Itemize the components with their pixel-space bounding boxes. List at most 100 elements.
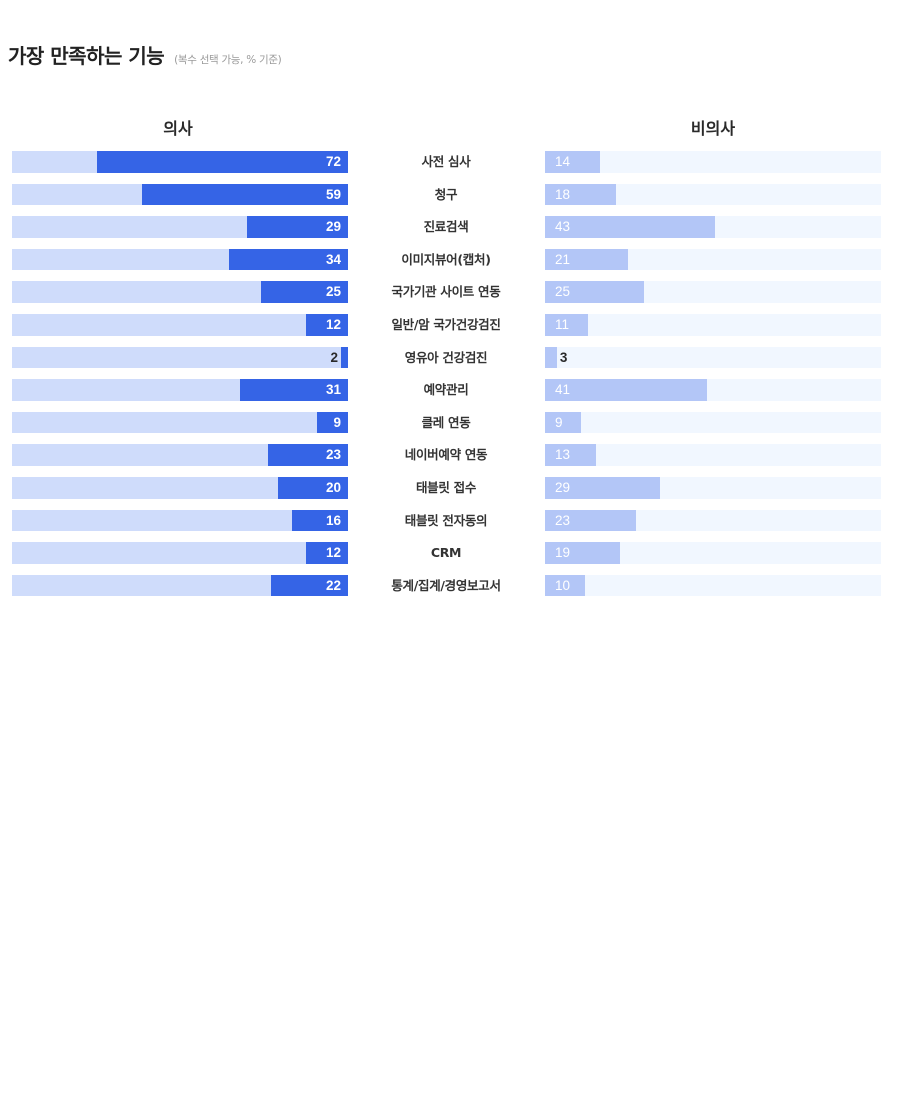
chart-row: 25 국가기관 사이트 연동 25 xyxy=(0,281,898,303)
doctor-value-label: 34 xyxy=(325,251,341,267)
doctor-value-label: 9 xyxy=(333,414,341,430)
category-label: 예약관리 xyxy=(423,382,469,398)
column-header-doctor: 의사 xyxy=(163,119,193,138)
chart-row: 2 영유아 건강검진 3 xyxy=(0,346,898,369)
chart-header: 가장 만족하는 기능 (복수 선택 가능, % 기준) xyxy=(8,40,282,69)
chart-row: 16 태블릿 전자동의 23 xyxy=(0,509,898,532)
doctor-bar-track: 2 xyxy=(12,346,348,369)
chart-title: 가장 만족하는 기능 xyxy=(8,44,165,68)
category-label: 진료검색 xyxy=(423,219,469,235)
chart-row: 20 태블릿 접수 29 xyxy=(0,476,898,499)
doctor-bar-track: 12 xyxy=(12,542,348,564)
doctor-bar-track: 34 xyxy=(12,248,348,271)
non-doctor-value-label: 41 xyxy=(555,382,571,398)
non-doctor-bar xyxy=(545,313,589,336)
category-label: 일반/암 국가건강검진 xyxy=(391,316,501,332)
chart-row: 31 예약관리 41 xyxy=(0,379,898,401)
non-doctor-bar-track: 25 xyxy=(545,281,881,303)
non-doctor-bar xyxy=(545,379,707,401)
non-doctor-value-label: 13 xyxy=(555,447,571,463)
non-doctor-bar xyxy=(545,151,601,173)
non-doctor-bar xyxy=(545,574,585,597)
doctor-value-label: 59 xyxy=(325,186,341,202)
non-doctor-bar-track: 9 xyxy=(545,411,881,434)
doctor-bar xyxy=(292,509,348,532)
doctor-bar xyxy=(96,151,348,173)
non-doctor-value-label: 3 xyxy=(559,349,568,365)
doctor-bar xyxy=(278,476,348,499)
non-doctor-value-label: 29 xyxy=(555,479,571,495)
non-doctor-bar xyxy=(545,444,597,466)
non-doctor-bar-track: 41 xyxy=(545,379,881,401)
doctor-value-label: 16 xyxy=(325,512,341,528)
non-doctor-bar xyxy=(545,411,581,434)
non-doctor-bar-track: 19 xyxy=(545,542,881,564)
category-label: 국가기관 사이트 연동 xyxy=(391,284,501,300)
category-label: CRM xyxy=(430,545,462,561)
non-doctor-bar xyxy=(545,216,715,238)
non-doctor-bar-track: 11 xyxy=(545,313,881,336)
doctor-value-label: 23 xyxy=(325,447,341,463)
doctor-bar xyxy=(316,411,348,434)
non-doctor-bar-track: 29 xyxy=(545,476,881,499)
non-doctor-bar xyxy=(545,542,621,564)
doctor-bar-track: 23 xyxy=(12,444,348,466)
doctor-bar-track: 59 xyxy=(12,183,348,206)
chart-row: 9 클레 연동 9 xyxy=(0,411,898,434)
doctor-value-label: 22 xyxy=(325,577,341,593)
non-doctor-bar-track: 18 xyxy=(545,183,881,206)
doctor-bar xyxy=(306,542,348,564)
non-doctor-bar xyxy=(545,509,636,532)
category-label: 네이버예약 연동 xyxy=(404,447,488,463)
doctor-bar-track: 20 xyxy=(12,476,348,499)
chart-row: 23 네이버예약 연동 13 xyxy=(0,444,898,466)
category-label: 태블릿 전자동의 xyxy=(404,512,488,528)
category-label: 태블릿 접수 xyxy=(415,479,477,495)
doctor-bar-track: 12 xyxy=(12,313,348,336)
chart-row: 12 CRM 19 xyxy=(0,542,898,564)
category-label: 영유아 건강검진 xyxy=(404,349,488,365)
doctor-bar-track: 22 xyxy=(12,574,348,597)
non-doctor-bar xyxy=(545,281,644,303)
category-label: 클레 연동 xyxy=(421,414,471,430)
non-doctor-value-label: 10 xyxy=(555,577,571,593)
non-doctor-value-label: 9 xyxy=(555,414,563,430)
doctor-bar xyxy=(229,248,348,271)
doctor-bar xyxy=(239,379,348,401)
doctor-bar xyxy=(271,574,348,597)
doctor-value-label: 12 xyxy=(325,545,341,561)
doctor-value-label: 31 xyxy=(325,382,341,398)
doctor-bar-track: 25 xyxy=(12,281,348,303)
chart-subtitle: (복수 선택 가능, % 기준) xyxy=(174,54,282,66)
doctor-bar xyxy=(306,313,348,336)
doctor-value-label: 29 xyxy=(325,219,341,235)
non-doctor-bar-track: 43 xyxy=(545,216,881,238)
doctor-bar-track: 29 xyxy=(12,216,348,238)
doctor-bar xyxy=(246,216,348,238)
doctor-bar xyxy=(267,444,348,466)
non-doctor-bar-track: 23 xyxy=(545,509,881,532)
doctor-value-label: 20 xyxy=(325,479,341,495)
doctor-bar xyxy=(260,281,348,303)
non-doctor-bar-track: 3 xyxy=(545,346,881,369)
doctor-value-label: 2 xyxy=(330,349,339,365)
category-label: 이미지뷰어(캡처) xyxy=(401,251,491,267)
non-doctor-bar-track: 10 xyxy=(545,574,881,597)
category-label: 청구 xyxy=(434,186,458,202)
doctor-value-label: 72 xyxy=(325,154,341,169)
chart-row: 12 일반/암 국가건강검진 11 xyxy=(0,313,898,336)
non-doctor-bar-track: 13 xyxy=(545,444,881,466)
doctor-bar xyxy=(341,346,348,369)
non-doctor-value-label: 23 xyxy=(555,512,571,528)
chart-rows: 72 사전 심사 14 59 청구 18 29 진료검색 43 34 이미지뷰어(캡처) 21 25 국가… xyxy=(0,151,898,607)
chart-row: 72 사전 심사 14 xyxy=(0,151,898,173)
non-doctor-value-label: 18 xyxy=(555,186,571,202)
chart-row: 22 통계/집계/경영보고서 10 xyxy=(0,574,898,597)
non-doctor-value-label: 19 xyxy=(555,545,571,561)
doctor-bar-track: 9 xyxy=(12,411,348,434)
non-doctor-bar xyxy=(545,183,617,206)
doctor-bar-track: 16 xyxy=(12,509,348,532)
non-doctor-value-label: 14 xyxy=(555,154,571,169)
doctor-bar-track: 72 xyxy=(12,151,348,173)
column-header-non-doctor: 비의사 xyxy=(690,119,736,138)
